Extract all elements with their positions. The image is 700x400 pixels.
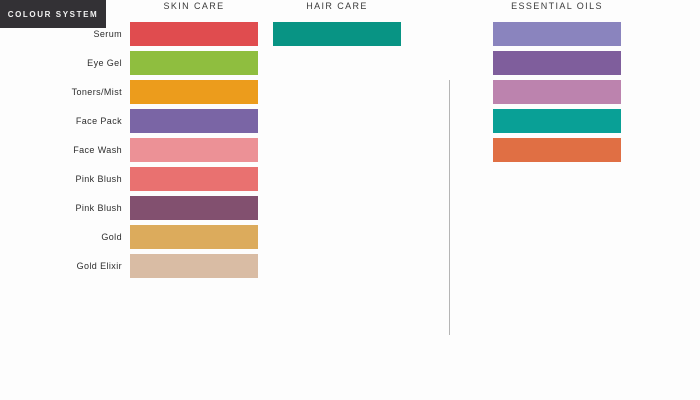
essential-oils-column: ESSENTIAL OILS [493,0,621,167]
swatch-row: Eye Gel [0,51,258,75]
color-swatch [493,22,621,46]
color-swatch [130,196,258,220]
swatch-row: Pink Blush [0,196,258,220]
swatch-label: Serum [93,29,122,39]
color-swatch [273,22,401,46]
hair-care-header: HAIR CARE [306,1,368,11]
color-swatch [493,138,621,162]
color-swatch [130,51,258,75]
color-swatch [130,80,258,104]
skin-care-swatch-list: Serum Eye Gel Toners/Mist Face Pack Face Was… [0,22,258,278]
swatch-label: Gold [101,232,122,242]
swatch-label: Pink Blush [75,203,122,213]
swatch-label: Eye Gel [87,58,122,68]
swatch-row [493,138,621,162]
color-swatch [130,167,258,191]
swatch-label: Face Wash [73,145,122,155]
swatch-row [493,80,621,104]
color-swatch [130,254,258,278]
color-swatch [130,109,258,133]
swatch-row: Pink Blush [0,167,258,191]
swatch-row [273,22,401,46]
swatch-label: Face Pack [75,116,122,126]
swatch-row: Face Pack [0,109,258,133]
color-swatch [130,225,258,249]
essential-oils-swatch-list [493,22,621,162]
swatch-row [493,109,621,133]
swatch-row [493,22,621,46]
swatch-row: Face Wash [0,138,258,162]
swatch-label: Toners/Mist [71,87,122,97]
color-swatch [493,80,621,104]
hair-care-column: HAIR CARE [273,0,401,51]
color-swatch [493,109,621,133]
swatch-row: Gold Elixir [0,254,258,278]
essential-oils-header: ESSENTIAL OILS [511,1,603,11]
skin-care-column: SKIN CARE Serum Eye Gel Toners/Mist Face Pa… [0,0,258,283]
swatch-label: Gold Elixir [76,261,122,271]
swatch-row [493,51,621,75]
section-divider-line [449,80,450,335]
swatch-row: Serum [0,22,258,46]
color-swatch [130,138,258,162]
color-swatch [130,22,258,46]
swatch-row: Gold [0,225,258,249]
hair-care-swatch-list [273,22,401,46]
swatch-label: Pink Blush [75,174,122,184]
skin-care-header: SKIN CARE [163,1,225,11]
color-swatch [493,51,621,75]
swatch-row: Toners/Mist [0,80,258,104]
colour-system-badge: COLOUR SYSTEM [0,0,106,28]
